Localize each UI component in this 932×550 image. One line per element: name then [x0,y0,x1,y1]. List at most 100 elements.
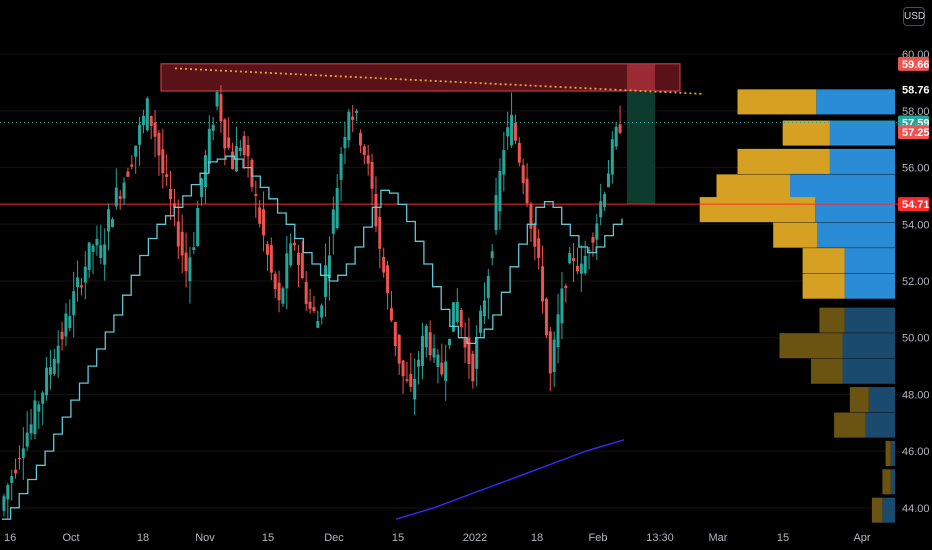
vp-buy-bar [782,120,830,146]
candle-body [176,221,180,247]
candle-body [413,378,417,400]
candle-body [393,321,397,347]
candle-body [184,252,188,272]
candle-body [482,300,486,317]
candle-body [417,359,421,367]
candle-body [374,194,378,227]
vp-buy-bar [834,412,866,438]
candle-body [45,367,49,396]
vp-buy-bar [802,273,845,299]
candle-body [560,288,564,324]
candle-body [79,285,83,288]
candle-body [293,242,297,246]
vp-buy-bar [802,248,845,274]
candle-body [207,128,211,165]
candle-body [599,201,603,218]
y-tick-label: 56.00 [902,163,930,175]
candle-body [48,367,52,375]
candle-body [397,334,401,364]
candle-body [285,253,289,289]
candle-body [238,147,242,152]
candle-body [91,245,95,252]
candle-body [196,207,200,247]
candle-body [366,155,370,164]
candle-body [289,243,293,266]
candle-body [227,137,231,148]
candle-body [343,136,347,149]
vp-sell-bar [844,273,895,299]
candle-body [153,122,157,137]
vp-sell-bar [829,148,895,174]
candle-body [479,310,483,333]
candle-body [575,265,579,272]
candle-body [296,252,300,265]
candle-body [169,188,173,200]
candle-body [409,374,413,387]
candle-body [591,236,595,243]
candle-body [351,116,355,120]
candle-body [517,142,521,163]
candle-body [564,285,568,288]
candle-body [95,238,99,246]
candle-body [424,325,428,348]
vp-sell-bar [829,120,895,146]
vp-buy-bar [699,197,816,223]
candle-body [552,339,556,372]
vp-sell-bar [882,497,895,523]
price-tag-label: 59.66 [902,59,930,71]
candle-body [448,338,452,346]
x-tick-label: 13:30 [646,532,674,544]
moving-average-line [2,155,623,520]
price-tag-label: 57.59 [902,118,930,130]
candle-body [610,139,614,175]
vp-buy-bar [737,148,830,174]
candle-body [126,171,130,177]
candle-body [467,337,471,364]
vp-sell-bar [842,333,895,359]
y-tick-label: 48.00 [902,389,930,401]
resistance-zone [160,63,681,92]
vp-buy-bar [773,222,818,248]
candle-body [52,358,56,374]
candle-body [444,361,448,382]
price-tag [898,125,929,140]
candle-body [510,114,514,146]
currency-selector[interactable]: USD [903,7,925,26]
candle-body [72,291,76,316]
candle-body [134,145,138,157]
price-tag [898,56,929,71]
candle-body [451,302,455,332]
y-tick-label: 58.00 [902,106,930,118]
candle-body [327,255,331,279]
candle-body [347,111,351,141]
candle-body [537,238,541,259]
candle-body [339,153,343,180]
candle-body [568,253,572,264]
candle-body [459,309,463,328]
candle-body [320,305,324,318]
candle-body [29,424,33,434]
candle-body [265,244,269,255]
candle-body [122,182,126,199]
candle-body [401,360,405,377]
candle-body [335,188,339,229]
candle-body [378,217,382,249]
candle-body [60,331,64,340]
slow-moving-average-line [395,439,625,520]
candle-body [606,173,610,188]
vp-buy-bar [849,387,869,413]
x-tick-label: Nov [195,532,215,544]
candle-body [440,362,444,375]
candle-body [490,251,494,259]
x-tick-label: Dec [324,532,344,544]
vp-buy-bar [871,497,883,523]
candle-body [529,204,533,229]
candle-body [455,302,459,322]
x-tick-label: Apr [853,532,870,544]
x-tick-label: 15 [262,532,274,544]
candle-body [180,231,184,256]
vp-sell-bar [844,248,895,274]
x-tick-label: 18 [137,532,149,544]
